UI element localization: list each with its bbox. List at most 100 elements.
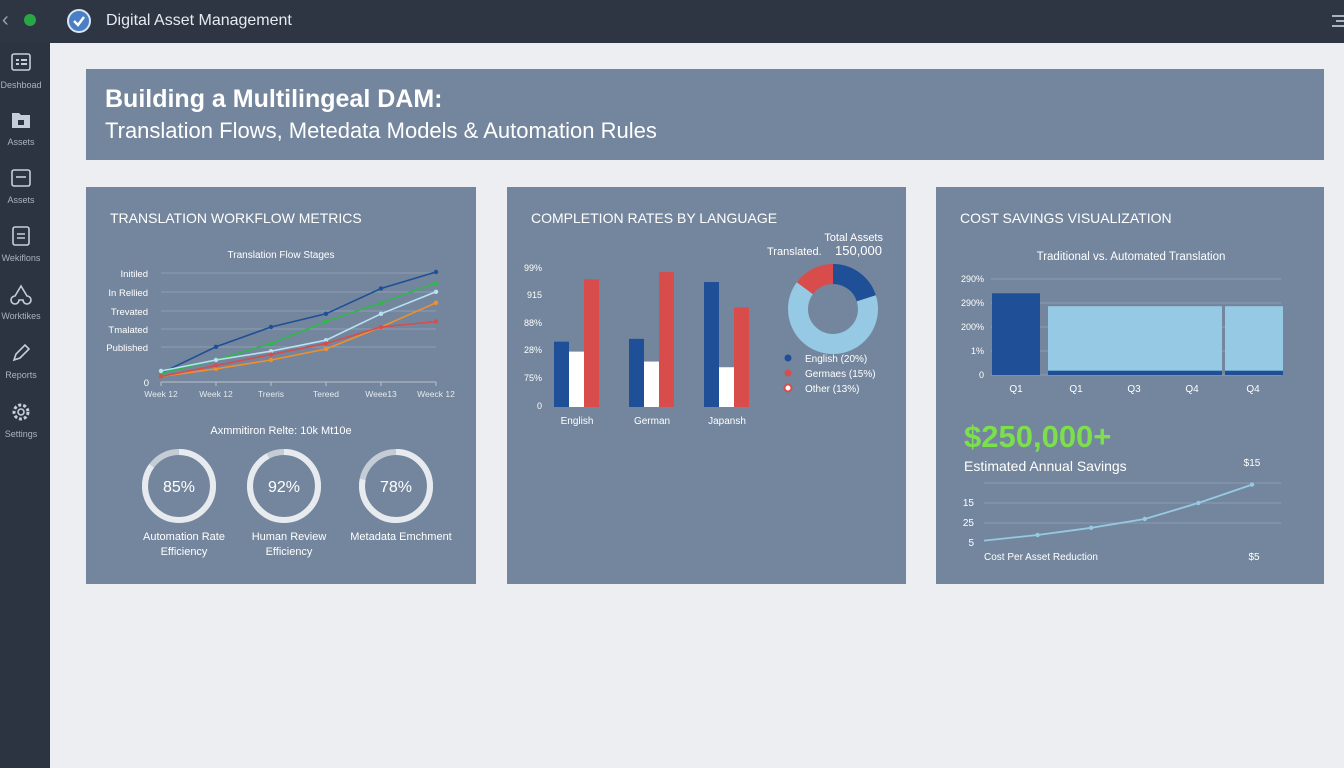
y-tick-label: 200% bbox=[961, 322, 984, 332]
donut-annotation: Total Assets bbox=[824, 232, 883, 244]
donut-slice bbox=[788, 264, 878, 354]
x-tick-label: Q1 bbox=[1009, 384, 1023, 395]
sidebar-item-workflows[interactable]: Wekiflons bbox=[0, 225, 50, 275]
sidebar-item-dashboard[interactable]: Deshboad bbox=[0, 52, 50, 102]
data-point bbox=[433, 289, 439, 294]
data-point bbox=[268, 357, 274, 363]
y-tick-label: Trevated bbox=[111, 307, 148, 318]
sidebar-item-label: Wekiflons bbox=[1, 253, 41, 263]
app-title: Digital Asset Management bbox=[106, 12, 292, 29]
data-point bbox=[268, 349, 274, 354]
bar bbox=[704, 282, 719, 407]
donut-annotation: Translated. bbox=[767, 246, 822, 258]
x-tick-label: Q3 bbox=[1127, 384, 1141, 395]
y-tick-label: 290% bbox=[961, 298, 984, 308]
gauge-fill bbox=[359, 449, 433, 523]
x-tick-label: German bbox=[634, 416, 670, 427]
sidebar-item-settings[interactable]: Settings bbox=[0, 401, 50, 451]
gauge-2: 92% Human Review Efficiency bbox=[244, 446, 334, 566]
completion-rates-card: COMPLETION RATES BY LANGUAGE 99% 915 88% 28… bbox=[507, 187, 906, 584]
data-point bbox=[268, 341, 274, 346]
bar bbox=[1225, 370, 1283, 375]
x-tick-label: Tereed bbox=[313, 389, 339, 399]
x-tick-label: Week 12 bbox=[144, 389, 178, 399]
x-tick-label: Q4 bbox=[1185, 384, 1199, 395]
data-point bbox=[323, 346, 329, 352]
sidebar-item-label: Assets bbox=[7, 137, 35, 147]
dashboard-icon bbox=[11, 53, 31, 71]
x-axis-label: Cost Per Asset Reduction bbox=[984, 552, 1098, 563]
data-point bbox=[378, 324, 384, 330]
chart-title: Traditional vs. Automated Translation bbox=[1037, 251, 1226, 263]
sidebar-item-label: Deshboad bbox=[0, 80, 42, 90]
gauge-value: 85% bbox=[163, 479, 195, 496]
bar bbox=[1225, 306, 1283, 375]
bar bbox=[734, 307, 749, 407]
x-tick-label: Week 12 bbox=[199, 389, 233, 399]
y-tick-label: 88% bbox=[524, 318, 542, 328]
title-bar: ‹ Digital Asset Management bbox=[0, 0, 1344, 43]
data-point bbox=[378, 311, 384, 316]
data-point bbox=[433, 300, 439, 305]
sidebar-item-worktikes[interactable]: Worktikes bbox=[0, 283, 50, 333]
bar bbox=[1048, 370, 1106, 375]
lock-folder-icon bbox=[12, 113, 30, 128]
y-tick-label: Tmalated bbox=[108, 325, 148, 336]
sidebar-item-reports[interactable]: Reports bbox=[0, 342, 50, 392]
data-point bbox=[213, 366, 219, 371]
data-point bbox=[323, 311, 329, 316]
bar bbox=[1164, 306, 1222, 375]
gauge-3: 78% Metadata Emchment bbox=[350, 446, 452, 566]
gauge-label-line: Metadata Emchment bbox=[350, 531, 452, 543]
sidebar-item-label: Reports bbox=[5, 370, 37, 380]
data-point bbox=[378, 286, 384, 291]
sidebar-item-assets[interactable]: Assets bbox=[0, 109, 50, 159]
workflow-metrics-card: TRANSLATION WORKFLOW METRICS Translation… bbox=[86, 187, 476, 584]
y-tick-label: 99% bbox=[524, 263, 542, 273]
bar bbox=[1164, 370, 1222, 375]
x-tick-label: Weeck 12 bbox=[417, 389, 455, 399]
legend-marker bbox=[784, 369, 792, 377]
y-tick-label: 0 bbox=[144, 378, 149, 389]
menu-icon[interactable] bbox=[1330, 12, 1344, 30]
y-tick-label: 25 bbox=[963, 518, 975, 529]
gauge-label: Human Review Efficiency bbox=[214, 530, 364, 560]
peak-label: $15 bbox=[1244, 458, 1261, 469]
card-title: COMPLETION RATES BY LANGUAGE bbox=[531, 210, 778, 226]
card-title: TRANSLATION WORKFLOW METRICS bbox=[110, 210, 362, 226]
pen-icon bbox=[12, 343, 31, 362]
bar bbox=[584, 279, 599, 407]
gauges-title: Axmmitiron Relte: 10k Mt10e bbox=[210, 425, 352, 437]
sidebar-item-label: Assets bbox=[7, 195, 35, 205]
back-chevron-icon[interactable]: ‹ bbox=[2, 9, 9, 31]
y-tick-label: 75% bbox=[524, 373, 542, 383]
x-tick-label: Treeris bbox=[258, 389, 284, 399]
y-tick-label: 28% bbox=[524, 345, 542, 355]
bar bbox=[644, 361, 659, 407]
x-tick-label: English bbox=[561, 416, 594, 427]
data-point bbox=[323, 319, 329, 324]
inbox-icon bbox=[11, 169, 31, 187]
y-tick-label: 5 bbox=[968, 538, 974, 549]
data-point bbox=[378, 300, 384, 305]
legend-label: English (20%) bbox=[805, 354, 867, 365]
sidebar-item-label: Worktikes bbox=[1, 311, 41, 321]
sidebar-item-assets-2[interactable]: Assets bbox=[0, 167, 50, 217]
bar bbox=[1106, 306, 1164, 375]
bar bbox=[1048, 306, 1106, 375]
gauge-label-line: Efficiency bbox=[160, 546, 208, 558]
data-point bbox=[213, 344, 219, 349]
x-end-label: $5 bbox=[1248, 552, 1260, 563]
data-point bbox=[1196, 500, 1201, 506]
series-line bbox=[160, 320, 437, 378]
data-point bbox=[268, 352, 274, 357]
legend-label: Germaes (15%) bbox=[805, 369, 876, 380]
x-tick-label: Weee13 bbox=[365, 389, 397, 399]
translation-flow-chart: Translation Flow Stages Initiled In Rellie… bbox=[106, 250, 455, 399]
gauge-1: 85% Automation Rate Efficiency bbox=[139, 446, 229, 566]
data-point bbox=[433, 280, 439, 286]
annual-savings-label: Estimated Annual Savings bbox=[964, 458, 1127, 474]
y-tick-label: Initiled bbox=[121, 269, 148, 280]
bar bbox=[659, 272, 674, 407]
